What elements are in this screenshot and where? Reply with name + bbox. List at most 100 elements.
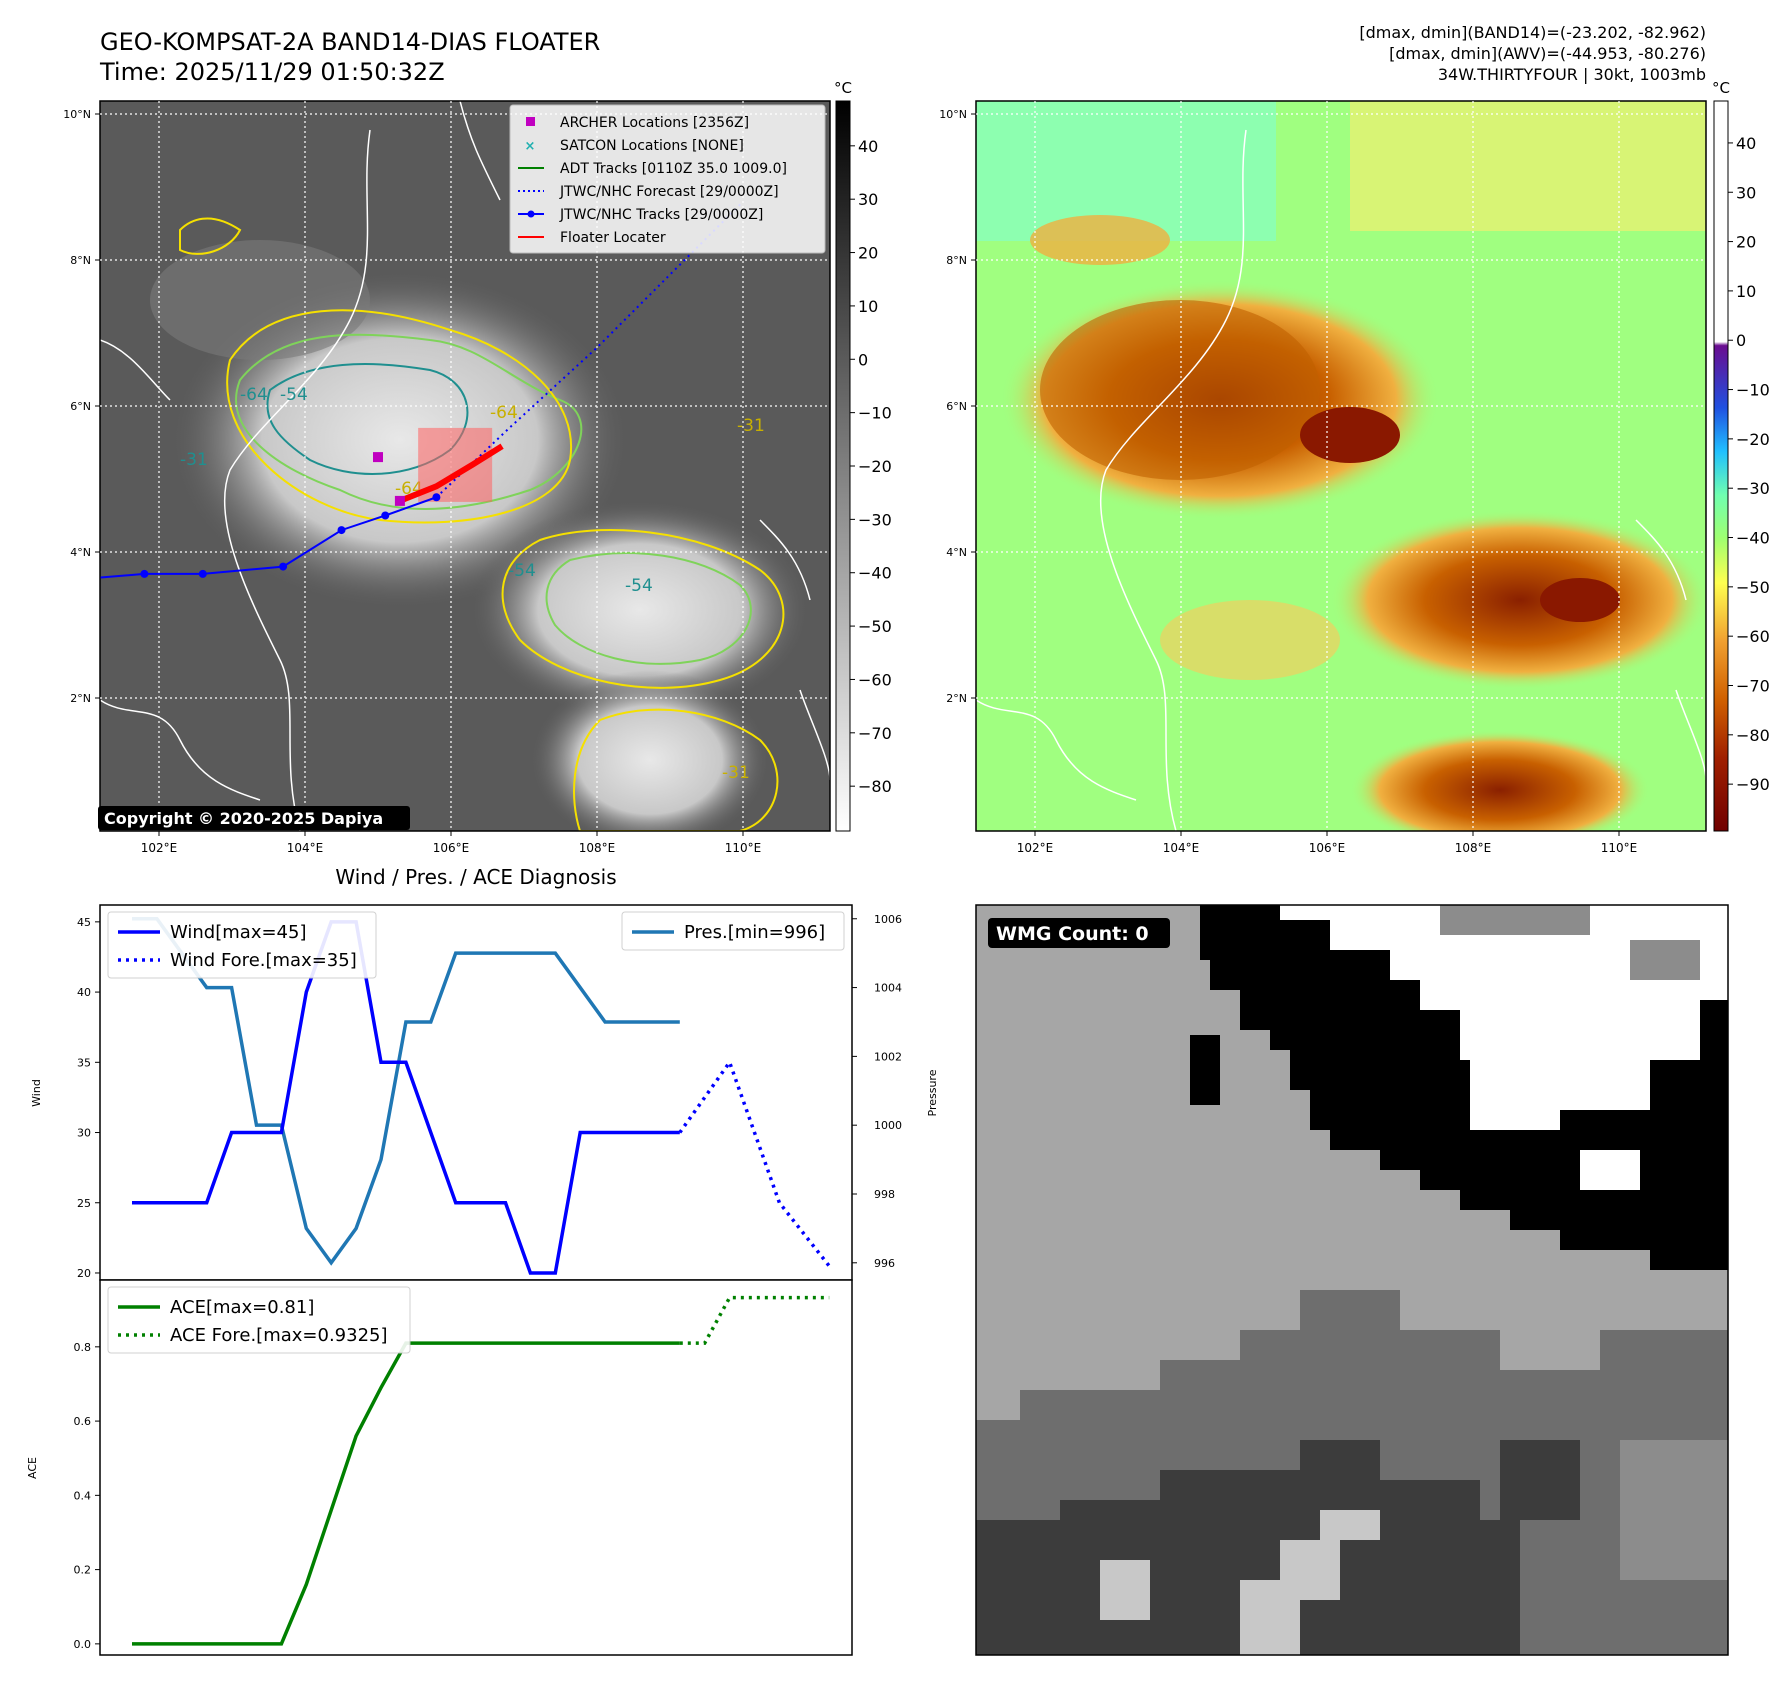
storm-tracks bbox=[100, 200, 744, 579]
lat-tick-label: 2°N bbox=[70, 692, 91, 705]
diagnosis-title: Wind / Pres. / ACE Diagnosis bbox=[335, 865, 616, 889]
chart-legend-label: Wind[max=45] bbox=[170, 922, 307, 943]
ace-tick-label: 0.8 bbox=[74, 1341, 92, 1354]
colorbar-tick-label: −10 bbox=[858, 404, 892, 423]
chart-legend-label: ACE Fore.[max=0.9325] bbox=[170, 1325, 388, 1346]
colorbar-unit-right: °C bbox=[1712, 79, 1730, 97]
archer-point bbox=[394, 495, 405, 506]
jtwc-forecast-line bbox=[435, 200, 744, 498]
archer-point bbox=[373, 452, 383, 463]
copyright-badge: Copyright © 2020-2025 Dapiya bbox=[98, 806, 410, 830]
wind-tick-label: 25 bbox=[77, 1197, 91, 1210]
colorbar-tick-label: 30 bbox=[1736, 183, 1756, 202]
right-map-ticks: 10°N 8°N 6°N 4°N 2°N 102°E 104°E 106°E 108°E 110°… bbox=[939, 108, 1637, 855]
right-map-gridlines bbox=[976, 101, 1706, 831]
awv-map bbox=[975, 100, 1707, 832]
lon-tick-label: 104°E bbox=[287, 841, 324, 855]
lon-tick-label: 108°E bbox=[579, 841, 616, 855]
figure-time: Time: 2025/11/29 01:50:32Z bbox=[99, 58, 445, 86]
pressure-tick-label: 1006 bbox=[874, 913, 902, 926]
legend-label: ADT Tracks [0110Z 35.0 1009.0] bbox=[560, 161, 787, 177]
pressure-tick-label: 998 bbox=[874, 1188, 895, 1201]
legend-label: JTWC/NHC Forecast [29/0000Z] bbox=[559, 184, 779, 200]
info-line-2: [dmax, dmin](AWV)=(-44.953, -80.276) bbox=[1389, 44, 1706, 63]
legend-box bbox=[509, 104, 826, 254]
lon-tick-label: 106°E bbox=[1309, 841, 1346, 855]
wmg-count-label: WMG Count: 0 bbox=[996, 923, 1149, 945]
colorbar-tick-label: 20 bbox=[1736, 233, 1756, 252]
colorbar-tick-label: −30 bbox=[1736, 479, 1770, 498]
contour-label: -31 bbox=[737, 416, 765, 436]
contour-label: -54 bbox=[625, 576, 653, 596]
lon-tick-label: 102°E bbox=[141, 841, 178, 855]
legend-label: Floater Locater bbox=[560, 230, 666, 246]
info-line-3: 34W.THIRTYFOUR | 30kt, 1003mb bbox=[1438, 65, 1706, 84]
wind-line bbox=[132, 920, 680, 1275]
jtwc-track-point bbox=[140, 569, 149, 578]
wind-axis-label: Wind bbox=[30, 1079, 43, 1107]
colorbar-tick-label: −20 bbox=[1736, 430, 1770, 449]
legend-label: ARCHER Locations [2356Z] bbox=[560, 115, 749, 131]
contour-labels: -54-64-31-64-54-54-31-31-64 bbox=[180, 385, 765, 783]
ace-tick-label: 0.0 bbox=[74, 1638, 92, 1651]
floater-locater-line bbox=[398, 443, 504, 504]
contour-label: -64 bbox=[490, 403, 518, 423]
legend-swatch bbox=[526, 117, 535, 126]
pressure-tick-label: 1000 bbox=[874, 1119, 902, 1132]
colorbar-tick-label: 10 bbox=[858, 297, 878, 316]
legend-label: SATCON Locations [NONE] bbox=[560, 138, 744, 154]
ace-forecast-line bbox=[679, 1295, 830, 1345]
contour-label: -31 bbox=[180, 450, 208, 470]
colorbar-tick-label: 40 bbox=[1736, 134, 1756, 153]
band14-colorbar: °C bbox=[834, 79, 852, 832]
contour-label: -31 bbox=[722, 763, 750, 783]
wind-forecast-line bbox=[678, 1058, 831, 1268]
colorbar-tick-label: −80 bbox=[858, 777, 892, 796]
lon-tick-label: 102°E bbox=[1017, 841, 1054, 855]
colorbar-left-ticks: 40 30 20 10 0 −10 −20 −30 −40 −50 −60 −70 −80 bbox=[850, 137, 892, 796]
lat-tick-label: 4°N bbox=[946, 546, 967, 559]
wind-tick-label: 35 bbox=[77, 1056, 91, 1069]
lon-tick-label: 104°E bbox=[1163, 841, 1200, 855]
legend-label: JTWC/NHC Tracks [29/0000Z] bbox=[559, 207, 763, 223]
colorbar-tick-label: 0 bbox=[858, 350, 868, 369]
info-line-1: [dmax, dmin](BAND14)=(-23.202, -82.962) bbox=[1359, 23, 1706, 42]
lon-tick-label: 108°E bbox=[1455, 841, 1492, 855]
colorbar-tick-label: −70 bbox=[858, 724, 892, 743]
colorbar-tick-label: −80 bbox=[1736, 726, 1770, 745]
colorbar-tick-label: 40 bbox=[858, 137, 878, 156]
awv-colorbar: °C bbox=[1712, 79, 1730, 832]
wind-tick-label: 20 bbox=[77, 1267, 91, 1280]
chart-legend-label: ACE[max=0.81] bbox=[170, 1297, 314, 1318]
jtwc-track-point bbox=[381, 511, 390, 520]
contour-label: -54 bbox=[280, 385, 308, 405]
chart-legend-label: Wind Fore.[max=35] bbox=[170, 950, 357, 971]
ace-axis-label: ACE bbox=[26, 1457, 39, 1479]
lat-tick-label: 6°N bbox=[946, 400, 967, 413]
pressure-tick-label: 996 bbox=[874, 1257, 895, 1270]
colorbar-tick-label: 0 bbox=[1736, 331, 1746, 350]
lon-tick-label: 110°E bbox=[1601, 841, 1638, 855]
legend-swatch: × bbox=[525, 139, 536, 154]
map-legend: ARCHER Locations [2356Z] × SATCON Location… bbox=[509, 104, 826, 254]
jtwc-track-point bbox=[198, 569, 207, 578]
colorbar-tick-label: −60 bbox=[858, 670, 892, 689]
chart-legend-label: Pres.[min=996] bbox=[684, 922, 825, 943]
colorbar-tick-label: −40 bbox=[858, 564, 892, 583]
colorbar-right-ticks: 40 30 20 10 0 −10 −20 −30 −40 −50 −60 −70 −80 −90 bbox=[1728, 134, 1770, 794]
chart-legend-box bbox=[107, 911, 377, 979]
wmg-panel: WMG Count: 0 bbox=[975, 904, 1729, 1656]
colorbar-tick-label: −50 bbox=[1736, 578, 1770, 597]
lon-tick-label: 106°E bbox=[433, 841, 470, 855]
colorbar-tick-label: −50 bbox=[858, 617, 892, 636]
lat-tick-label: 8°N bbox=[70, 254, 91, 267]
colorbar-tick-label: −90 bbox=[1736, 775, 1770, 794]
lat-tick-label: 6°N bbox=[70, 400, 91, 413]
copyright-text: Copyright © 2020-2025 Dapiya bbox=[104, 809, 383, 828]
colorbar-tick-label: 30 bbox=[858, 190, 878, 209]
colorbar-tick-label: −40 bbox=[1736, 529, 1770, 548]
colorbar-tick-label: −70 bbox=[1736, 676, 1770, 695]
ace-tick-label: 0.2 bbox=[74, 1564, 92, 1577]
colorbar-tick-label: −30 bbox=[858, 510, 892, 529]
